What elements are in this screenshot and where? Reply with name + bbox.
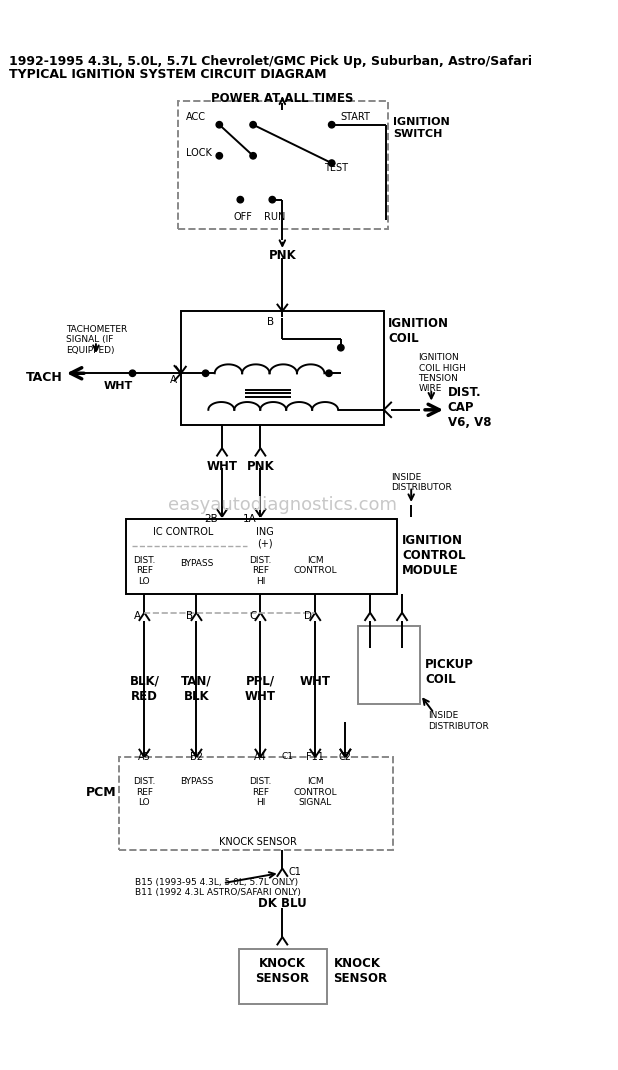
Text: TEST: TEST [324, 163, 349, 173]
Text: KNOCK
SENSOR: KNOCK SENSOR [334, 957, 387, 984]
Circle shape [329, 159, 335, 166]
Text: A: A [170, 376, 177, 385]
Text: easyautodiagnostics.com: easyautodiagnostics.com [168, 495, 397, 514]
Circle shape [216, 153, 222, 159]
Text: 2B: 2B [205, 514, 218, 524]
Text: A5: A5 [138, 752, 151, 763]
Text: B11 (1992 4.3L ASTRO/SAFARI ONLY): B11 (1992 4.3L ASTRO/SAFARI ONLY) [135, 888, 301, 897]
Text: PNK: PNK [247, 460, 274, 473]
Text: ICM
CONTROL
SIGNAL: ICM CONTROL SIGNAL [294, 777, 337, 807]
Circle shape [203, 370, 209, 377]
Text: RUN: RUN [264, 213, 286, 223]
Text: DIST.
REF
HI: DIST. REF HI [249, 556, 271, 585]
Text: IGNITION
COIL HIGH
TENSION
WIRE: IGNITION COIL HIGH TENSION WIRE [418, 353, 465, 394]
Text: IGNITION
CONTROL
MODULE: IGNITION CONTROL MODULE [402, 534, 465, 577]
Circle shape [329, 122, 335, 128]
Text: WHT: WHT [300, 675, 331, 688]
Text: A4: A4 [254, 752, 267, 763]
Text: PPL/
WHT: PPL/ WHT [245, 675, 276, 703]
Circle shape [237, 197, 243, 203]
Text: B: B [267, 317, 274, 326]
Text: WHT: WHT [206, 460, 237, 473]
Text: B2: B2 [190, 752, 203, 763]
Text: KNOCK SENSOR: KNOCK SENSOR [219, 837, 297, 846]
Bar [126, 519, 397, 595]
Bar [181, 311, 384, 426]
Circle shape [216, 122, 222, 128]
Text: 1992-1995 4.3L, 5.0L, 5.7L Chevrolet/GMC Pick Up, Suburban, Astro/Safari: 1992-1995 4.3L, 5.0L, 5.7L Chevrolet/GMC… [9, 56, 532, 68]
Text: OFF: OFF [234, 213, 253, 223]
Text: PICKUP
COIL: PICKUP COIL [425, 658, 474, 686]
Text: C1: C1 [282, 752, 294, 762]
Text: B: B [185, 611, 193, 621]
Text: ING
(+): ING (+) [256, 526, 274, 549]
Circle shape [337, 345, 344, 351]
Text: IGNITION
COIL: IGNITION COIL [388, 317, 449, 345]
Text: PCM: PCM [85, 786, 116, 799]
Circle shape [250, 153, 256, 159]
Text: WHT: WHT [104, 382, 133, 392]
Text: KNOCK
SENSOR: KNOCK SENSOR [255, 957, 310, 984]
Text: DIST.
REF
LO: DIST. REF LO [133, 556, 156, 585]
Text: IGNITION
SWITCH: IGNITION SWITCH [393, 118, 450, 139]
Text: DK BLU: DK BLU [258, 897, 307, 910]
Text: POWER AT ALL TIMES: POWER AT ALL TIMES [211, 92, 353, 105]
Text: BYPASS: BYPASS [180, 777, 213, 786]
Circle shape [326, 370, 332, 377]
Text: INSIDE
DISTRIBUTOR: INSIDE DISTRIBUTOR [428, 712, 488, 731]
Text: LOCK: LOCK [187, 149, 212, 158]
Text: PNK: PNK [268, 249, 296, 262]
Text: TACH: TACH [25, 370, 62, 383]
Circle shape [129, 370, 136, 377]
Text: C1: C1 [289, 867, 302, 876]
Text: DIST.
REF
LO: DIST. REF LO [133, 777, 156, 807]
Text: TACHOMETER
SIGNAL (IF
EQUIPPED): TACHOMETER SIGNAL (IF EQUIPPED) [66, 325, 127, 354]
Text: IC CONTROL: IC CONTROL [153, 526, 213, 537]
Text: TAN/
BLK: TAN/ BLK [181, 675, 212, 703]
Text: ICM
CONTROL: ICM CONTROL [294, 556, 337, 576]
Text: C2: C2 [339, 752, 352, 763]
Circle shape [269, 197, 276, 203]
Text: DIST.
REF
HI: DIST. REF HI [249, 777, 271, 807]
Text: INSIDE
DISTRIBUTOR: INSIDE DISTRIBUTOR [391, 473, 452, 492]
Text: A: A [133, 611, 141, 621]
Text: B15 (1993-95 4.3L, 5.0L, 5.7L ONLY): B15 (1993-95 4.3L, 5.0L, 5.7L ONLY) [135, 877, 298, 887]
Bar [239, 949, 327, 1004]
Text: ACC: ACC [187, 112, 206, 122]
Text: START: START [341, 112, 371, 122]
Circle shape [250, 122, 256, 128]
Text: D: D [303, 611, 311, 621]
Text: DIST.
CAP
V6, V8: DIST. CAP V6, V8 [448, 385, 491, 429]
Text: TYPICAL IGNITION SYSTEM CIRCUIT DIAGRAM: TYPICAL IGNITION SYSTEM CIRCUIT DIAGRAM [9, 68, 327, 81]
Text: F11: F11 [307, 752, 324, 763]
Text: BLK/
RED: BLK/ RED [129, 675, 159, 703]
Bar [119, 758, 393, 851]
Bar [178, 101, 388, 229]
Bar [358, 626, 420, 704]
Text: C: C [250, 611, 256, 621]
Text: BYPASS: BYPASS [180, 559, 213, 568]
Text: 1A: 1A [243, 514, 256, 524]
